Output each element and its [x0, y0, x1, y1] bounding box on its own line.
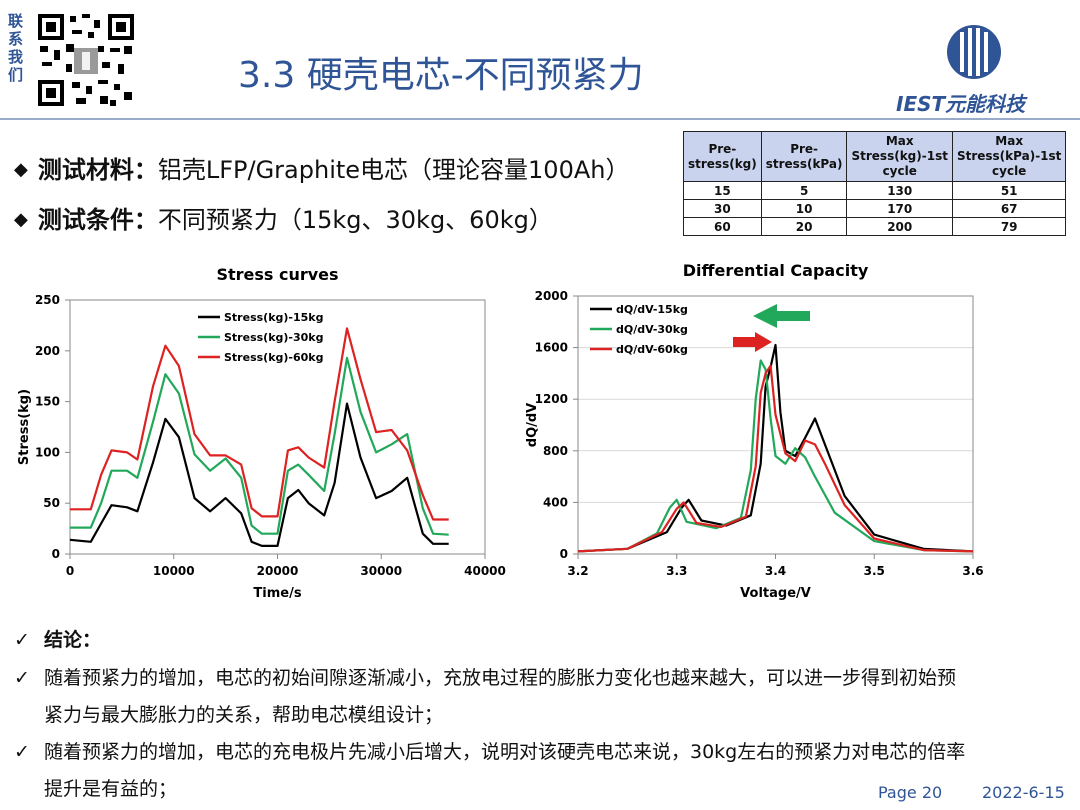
- conclusion-title: 结论：: [44, 629, 102, 651]
- table-header-cell: Pre-stress(kg): [683, 131, 762, 182]
- y-axis-label: Stress(kg): [17, 389, 32, 465]
- y-tick-label: 1200: [535, 392, 568, 406]
- slide-date: 2022-6-15: [982, 783, 1065, 802]
- check-icon: ✓: [14, 667, 30, 689]
- slide-title: 3.3 硬壳电芯-不同预紧力: [238, 55, 644, 96]
- chart-title: Stress curves: [216, 265, 338, 284]
- table-header-row: Pre-stress(kg) Pre-stress(kPa) Max Stres…: [683, 131, 1067, 182]
- table-header-cell: Pre-stress(kPa): [760, 131, 848, 182]
- conclusion-heading: ✓ 结论：: [14, 625, 101, 652]
- bullet-key: 测试条件：: [37, 206, 158, 234]
- y-tick-label: 150: [35, 395, 60, 409]
- series-line: [577, 364, 974, 553]
- x-tick-label: 3.6: [962, 564, 983, 578]
- legend-label: Stress(kg)-30kg: [224, 331, 323, 344]
- y-tick-label: 2000: [535, 289, 568, 303]
- qr-code-icon[interactable]: [36, 12, 136, 108]
- x-tick-label: 3.4: [765, 564, 786, 578]
- table-cell: 130: [846, 181, 953, 200]
- iest-logo-icon: [947, 25, 1001, 79]
- x-axis-label: Voltage/V: [740, 586, 811, 601]
- page-number: Page 20: [878, 783, 943, 802]
- conclusion-text: 随着预紧力的增加，电芯的充电极片先减小后增大，说明对该硬壳电芯来说，30kg左右…: [44, 741, 966, 763]
- conclusion-item: ✓ 随着预紧力的增加，电芯的充电极片先减小后增大，说明对该硬壳电芯来说，30kg左…: [14, 737, 965, 764]
- table-cell: 67: [951, 199, 1067, 218]
- bullet-material: ◆ 测试材料：铝壳LFP/Graphite电芯（理论容量100Ah）: [14, 150, 629, 185]
- iest-logo: IEST元能科技: [890, 18, 1060, 116]
- table-cell: 51: [951, 181, 1067, 200]
- diamond-icon: ◆: [14, 159, 28, 180]
- series-line: [577, 359, 974, 553]
- series-line: [70, 327, 449, 521]
- conclusion-text: 提升是有益的；: [44, 778, 178, 800]
- x-tick-label: 20000: [257, 564, 299, 578]
- table-cell: 60: [683, 217, 762, 236]
- table-header-cell: Max Stress(kPa)-1st cycle: [951, 131, 1067, 182]
- y-tick-label: 0: [560, 547, 568, 561]
- green-arrow-icon: [753, 304, 810, 328]
- legend-label: dQ/dV-15kg: [616, 303, 688, 316]
- legend-label: Stress(kg)-60kg: [224, 351, 323, 364]
- stress-chart: Stress curves 0 10000 20000 30000 40000 0 50 100…: [17, 265, 506, 601]
- x-tick-label: 10000: [153, 564, 195, 578]
- legend-label: Stress(kg)-15kg: [224, 311, 323, 324]
- y-tick-label: 100: [35, 445, 60, 459]
- table-cell: 10: [760, 199, 848, 218]
- table-row: 30 10 170 67: [683, 199, 1067, 218]
- chart-title: Differential Capacity: [683, 261, 869, 280]
- y-tick-label: 200: [35, 344, 60, 358]
- bullet-value: 不同预紧力（15kg、30kg、60kg）: [157, 206, 553, 234]
- logo-text: IEST元能科技: [896, 92, 1026, 116]
- x-tick-label: 40000: [464, 564, 506, 578]
- series-line: [70, 356, 449, 536]
- red-arrow-icon: [733, 332, 772, 352]
- x-tick-label: 30000: [360, 564, 402, 578]
- x-tick-label: 0: [66, 564, 74, 578]
- conclusion-text: 随着预紧力的增加，电芯的初始间隙逐渐减小，充放电过程的膨胀力变化也越来越大，可以…: [44, 667, 957, 689]
- table-cell: 30: [683, 199, 762, 218]
- y-tick-label: 250: [35, 293, 60, 307]
- bullet-condition: ◆ 测试条件：不同预紧力（15kg、30kg、60kg）: [14, 200, 553, 235]
- y-tick-label: 800: [543, 444, 568, 458]
- check-icon: ✓: [14, 741, 30, 763]
- table-cell: 170: [846, 199, 953, 218]
- table-cell: 5: [760, 181, 848, 200]
- prestress-table: Pre-stress(kg) Pre-stress(kPa) Max Stres…: [683, 131, 1067, 236]
- y-tick-label: 400: [543, 495, 568, 509]
- table-cell: 79: [951, 217, 1067, 236]
- bullet-key: 测试材料：: [37, 156, 158, 184]
- legend-label: dQ/dV-30kg: [616, 323, 688, 336]
- x-tick-label: 3.5: [864, 564, 885, 578]
- contact-label: 联系我们: [8, 12, 24, 84]
- y-tick-label: 1600: [535, 341, 568, 355]
- conclusion-text: 紧力与最大膨胀力的关系，帮助电芯模组设计；: [44, 704, 444, 726]
- series-line: [69, 402, 449, 547]
- dqdv-chart: Differential Capacity 3.2 3.3 3.4 3.5 3.6 0 400…: [525, 261, 984, 601]
- y-tick-label: 0: [52, 547, 60, 561]
- bullet-value: 铝壳LFP/Graphite电芯（理论容量100Ah）: [157, 156, 630, 184]
- y-axis-label: dQ/dV: [525, 403, 540, 447]
- check-icon: ✓: [14, 629, 30, 651]
- x-tick-label: 3.2: [567, 564, 588, 578]
- table-row: 60 20 200 79: [683, 217, 1067, 236]
- table-row: 15 5 130 51: [683, 181, 1067, 200]
- table-cell: 20: [760, 217, 848, 236]
- legend-label: dQ/dV-60kg: [616, 343, 688, 356]
- x-axis-label: Time/s: [253, 586, 301, 601]
- table-cell: 15: [683, 181, 762, 200]
- y-tick-label: 50: [43, 496, 60, 510]
- table-cell: 200: [846, 217, 953, 236]
- x-tick-label: 3.3: [666, 564, 687, 578]
- header-divider: [0, 118, 1080, 120]
- table-header-cell: Max Stress(kg)-1st cycle: [846, 131, 953, 182]
- diamond-icon: ◆: [14, 209, 28, 230]
- conclusion-item: ✓ 随着预紧力的增加，电芯的初始间隙逐渐减小，充放电过程的膨胀力变化也越来越大，可…: [14, 663, 956, 690]
